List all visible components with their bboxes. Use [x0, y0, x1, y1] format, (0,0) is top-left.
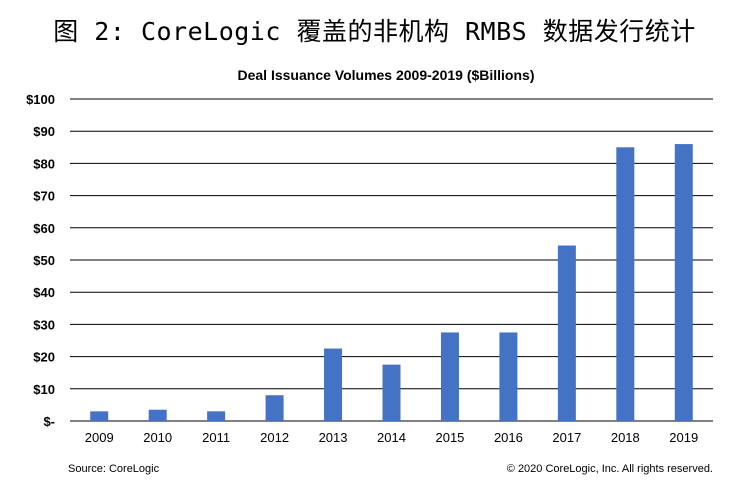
- x-tick-label: 2011: [202, 430, 230, 445]
- bars: [90, 144, 693, 422]
- y-tick-label: $50: [33, 253, 55, 268]
- y-axis-ticks: $- $10 $20 $30 $40 $50 $60 $70 $80 $90 $100: [26, 92, 55, 429]
- y-tick-label: $90: [33, 124, 55, 139]
- bar: [324, 348, 343, 421]
- bar: [207, 411, 226, 421]
- copyright-note: © 2020 CoreLogic, Inc. All rights reserv…: [507, 463, 713, 475]
- y-tick-label: $40: [33, 285, 55, 300]
- x-tick-label: 2014: [377, 430, 406, 445]
- bar: [674, 144, 693, 421]
- bar: [557, 245, 576, 421]
- x-tick-label: 2010: [143, 430, 172, 445]
- y-tick-label: $100: [26, 92, 55, 107]
- bar: [440, 332, 459, 421]
- y-tick-label: $10: [33, 382, 55, 397]
- bar: [265, 395, 284, 421]
- chart-title: Deal Issuance Volumes 2009-2019 ($Billio…: [238, 67, 535, 83]
- bar: [148, 409, 167, 421]
- x-axis-ticks: 2009 2010 2011 2012 2013 2014 2015 2016 2017 2018…: [85, 430, 698, 445]
- x-tick-label: 2013: [319, 430, 348, 445]
- x-tick-label: 2012: [260, 430, 289, 445]
- y-tick-label: $70: [33, 189, 55, 204]
- source-note: Source: CoreLogic: [68, 463, 160, 475]
- x-tick-label: 2015: [435, 430, 464, 445]
- x-tick-label: 2019: [669, 430, 698, 445]
- bar: [499, 332, 518, 421]
- x-tick-label: 2016: [494, 430, 523, 445]
- y-tick-label: $-: [43, 414, 55, 429]
- x-tick-label: 2017: [552, 430, 581, 445]
- bar: [616, 147, 635, 422]
- figure-title: 图 2: CoreLogic 覆盖的非机构 RMBS 数据发行统计: [53, 17, 696, 46]
- y-tick-label: $30: [33, 317, 55, 332]
- x-tick-label: 2009: [85, 430, 114, 445]
- bar: [90, 411, 109, 421]
- bar: [382, 364, 401, 421]
- y-tick-label: $20: [33, 350, 55, 365]
- x-tick-label: 2018: [611, 430, 640, 445]
- y-tick-label: $60: [33, 221, 55, 236]
- y-tick-label: $80: [33, 156, 55, 171]
